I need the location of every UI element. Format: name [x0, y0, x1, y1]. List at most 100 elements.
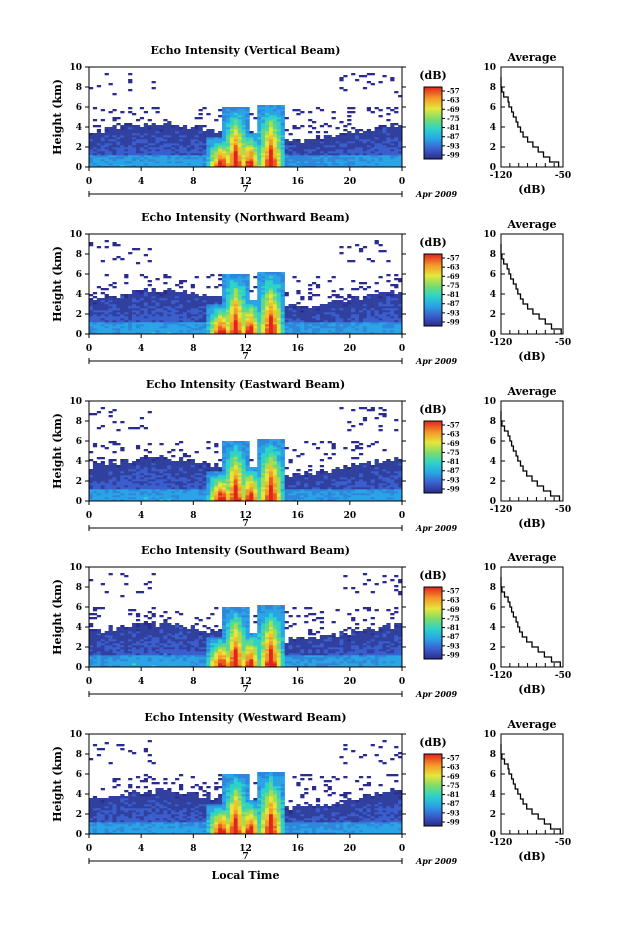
colorbar-tick-label: -87	[447, 466, 460, 475]
colorbar-tick-label: -75	[447, 614, 460, 623]
heatmap-cells	[89, 240, 402, 334]
profile-frame	[501, 734, 563, 834]
date-label: Apr 2009	[415, 689, 458, 699]
profile-y-tick-label: 2	[490, 143, 496, 153]
x-tick-label: 0	[399, 844, 405, 854]
colorbar-tick-label: -75	[447, 448, 460, 457]
y-tick-label: 0	[76, 830, 82, 840]
y-axis-label: Height (km)	[51, 579, 64, 655]
colorbar-tick-label: -57	[447, 754, 460, 763]
profile-line	[501, 77, 559, 167]
profile-x-tick-label: -50	[555, 838, 571, 848]
heatmap-cells	[89, 740, 402, 834]
x-tick-label: 8	[190, 677, 196, 687]
y-tick-label: 6	[76, 437, 82, 447]
colorbar-tick-label: -81	[447, 290, 460, 299]
heatmap-cells	[89, 407, 402, 501]
profile-frame	[501, 67, 563, 167]
profile-frame	[501, 567, 563, 667]
y-tick-label: 10	[69, 397, 82, 407]
x-tick-label: 0	[86, 344, 92, 354]
colorbar-unit: (dB)	[419, 69, 446, 82]
profile-y-tick-label: 10	[483, 397, 496, 407]
colorbar-tick-label: -93	[447, 808, 460, 817]
colorbar-tick-label: -87	[447, 632, 460, 641]
colorbar-unit: (dB)	[419, 403, 446, 416]
profile-x-label: (dB)	[518, 517, 545, 530]
x-tick-label: 0	[399, 511, 405, 521]
profile-line	[501, 244, 561, 334]
colorbar-tick-label: -81	[447, 790, 460, 799]
x-tick-label: 16	[291, 344, 304, 354]
colorbar-tick-label: -87	[447, 799, 460, 808]
profile-y-tick-label: 2	[490, 477, 496, 487]
colorbar-tick-label: -69	[447, 605, 460, 614]
colorbar	[424, 587, 442, 659]
y-tick-label: 2	[76, 310, 82, 320]
colorbar-tick-label: -99	[447, 651, 460, 660]
profile-y-tick-label: 4	[490, 457, 496, 467]
profile-x-tick-label: -50	[555, 671, 571, 681]
x-tick-label: 0	[399, 344, 405, 354]
y-tick-label: 4	[76, 457, 82, 467]
chart-title: Echo Intensity (Westward Beam)	[144, 711, 346, 724]
colorbar-tick-label: -99	[447, 151, 460, 160]
colorbar-tick-label: -57	[447, 421, 460, 430]
colorbar-tick-label: -81	[447, 123, 460, 132]
profile-x-tick-label: -50	[555, 505, 571, 515]
y-tick-label: 6	[76, 603, 82, 613]
profile-y-tick-label: 8	[490, 83, 496, 93]
colorbar-tick-label: -93	[447, 475, 460, 484]
y-tick-label: 0	[76, 497, 82, 507]
colorbar-tick-label: -63	[447, 263, 460, 272]
colorbar-tick-label: -81	[447, 623, 460, 632]
profile-x-tick-label: -120	[490, 505, 513, 515]
y-tick-label: 4	[76, 290, 82, 300]
colorbar-tick-label: -87	[447, 132, 460, 141]
date-label: Apr 2009	[415, 189, 458, 199]
colorbar-tick-label: -63	[447, 430, 460, 439]
date-label: Apr 2009	[415, 856, 458, 866]
colorbar-tick-label: -75	[447, 781, 460, 790]
x-tick-label: 16	[291, 844, 304, 854]
colorbar-unit: (dB)	[419, 569, 446, 582]
colorbar-tick-label: -57	[447, 87, 460, 96]
y-tick-label: 2	[76, 643, 82, 653]
colorbar	[424, 87, 442, 159]
profile-x-label: (dB)	[518, 850, 545, 863]
y-tick-label: 6	[76, 270, 82, 280]
colorbar-tick-label: -99	[447, 318, 460, 327]
x-tick-label: 4	[138, 177, 144, 187]
y-tick-label: 8	[76, 583, 82, 593]
y-tick-label: 6	[76, 103, 82, 113]
profile-y-tick-label: 6	[490, 103, 496, 113]
colorbar-tick-label: -87	[447, 299, 460, 308]
profile-y-tick-label: 10	[483, 730, 496, 740]
x-tick-label: 20	[344, 844, 357, 854]
day-label: 7	[242, 185, 248, 195]
profile-x-tick-label: -120	[490, 338, 513, 348]
profile-line	[501, 411, 560, 501]
profile-x-label: (dB)	[518, 683, 545, 696]
profile-y-tick-label: 6	[490, 270, 496, 280]
chart-title: Echo Intensity (Vertical Beam)	[150, 44, 340, 57]
x-tick-label: 0	[399, 677, 405, 687]
profile-y-tick-label: 8	[490, 250, 496, 260]
y-tick-label: 8	[76, 250, 82, 260]
y-tick-label: 8	[76, 83, 82, 93]
profile-y-tick-label: 2	[490, 643, 496, 653]
profile-x-tick-label: -120	[490, 171, 513, 181]
x-tick-label: 20	[344, 511, 357, 521]
profile-y-tick-label: 2	[490, 810, 496, 820]
date-label: Apr 2009	[415, 356, 458, 366]
profile-frame	[501, 234, 563, 334]
profile-y-tick-label: 8	[490, 750, 496, 760]
y-tick-label: 8	[76, 750, 82, 760]
colorbar-tick-label: -69	[447, 105, 460, 114]
y-axis-label: Height (km)	[51, 746, 64, 822]
colorbar-tick-label: -93	[447, 141, 460, 150]
